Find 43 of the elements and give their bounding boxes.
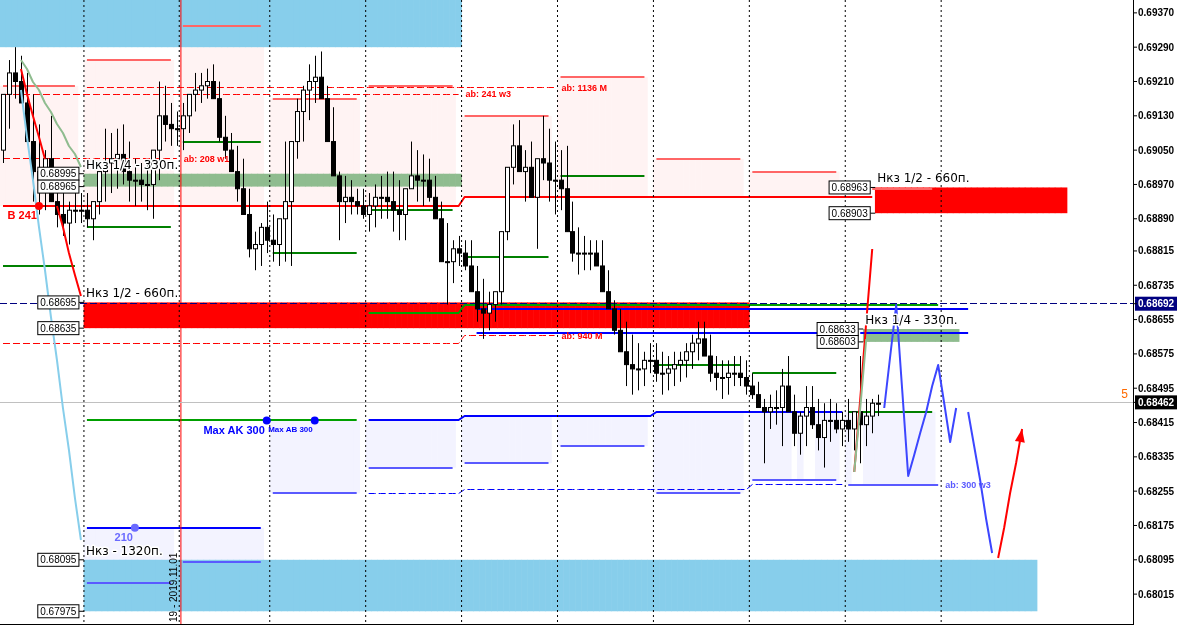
y-tick-label: 0.68575 — [1138, 348, 1175, 360]
y-tick-label: 0.68815 — [1138, 245, 1175, 257]
y-tick-label: 0.68255 — [1138, 485, 1175, 497]
annotation: 0.68995 — [40, 168, 77, 180]
series-label: ab: 940 M — [561, 330, 603, 341]
annotation: 0.67975 — [40, 605, 77, 617]
y-tick-label: 0.68175 — [1138, 519, 1175, 531]
series-label: Нкз - 1320п. — [85, 543, 163, 558]
y-tick-label: 0.68692 — [1138, 298, 1175, 310]
y-tick-label: 0.68095 — [1138, 554, 1175, 566]
y-tick-label: 0.68655 — [1138, 314, 1175, 326]
annotation: 0.68603 — [819, 336, 857, 348]
series-label: Max AK 300 — [203, 423, 265, 436]
y-tick-label: 0.68890 — [1138, 213, 1175, 225]
series-label: ab: 208 w1 — [183, 153, 230, 164]
y-tick-label: 0.68015 — [1138, 588, 1175, 600]
annotation: 19 - 2019.11.01 — [167, 552, 179, 622]
y-tick-label: 0.69210 — [1138, 76, 1175, 87]
text: Нкз 1/2 - 660п. — [877, 171, 970, 186]
y-tick-label: 0.68495 — [1138, 382, 1175, 394]
series-label: B 241 — [7, 209, 37, 222]
annotation: 0.68633 — [819, 323, 857, 335]
y-tick-label: 0.69370 — [1138, 7, 1175, 19]
annotation: 0.68695 — [40, 296, 77, 308]
y-tick-label: 0.69050 — [1138, 144, 1175, 156]
annotation: 0.68903 — [831, 207, 869, 219]
y-tick-label: 0.69290 — [1138, 41, 1175, 53]
y-tick-label: 0.68970 — [1138, 178, 1175, 190]
y-tick-label: 0.68735 — [1138, 279, 1175, 291]
annotation: 0.68095 — [40, 554, 77, 566]
y-tick-label: 0.68335 — [1138, 451, 1175, 463]
annotation: 0.68965 — [40, 181, 77, 193]
y-tick-label: 0.69130 — [1138, 110, 1175, 122]
y-tick-label: 0.68462 — [1138, 396, 1175, 408]
series-label: ab: 241 w3 — [465, 89, 512, 100]
series-label: Max AB 300 — [268, 424, 314, 434]
annotation: 5 — [1121, 387, 1129, 402]
series-label: Нкз 1/2 - 660п. — [85, 286, 179, 301]
annotation: 0.68963 — [831, 181, 869, 193]
series-label: 210 — [114, 531, 133, 544]
series-label: ab: 1136 M — [561, 82, 608, 93]
annotation: 0.68635 — [40, 322, 77, 334]
y-tick-label: 0.68415 — [1138, 417, 1175, 429]
